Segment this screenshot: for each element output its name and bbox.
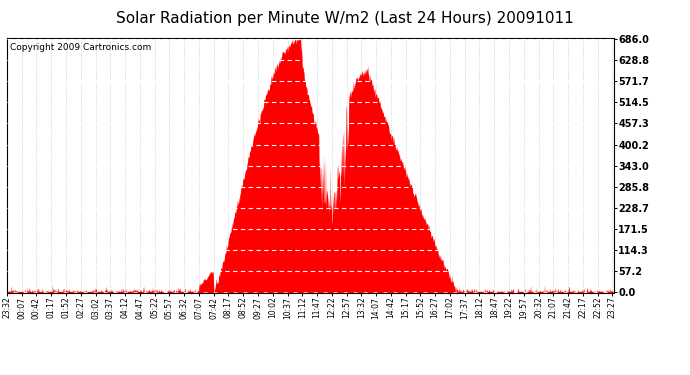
Text: Copyright 2009 Cartronics.com: Copyright 2009 Cartronics.com: [10, 43, 151, 52]
Text: Solar Radiation per Minute W/m2 (Last 24 Hours) 20091011: Solar Radiation per Minute W/m2 (Last 24…: [116, 11, 574, 26]
